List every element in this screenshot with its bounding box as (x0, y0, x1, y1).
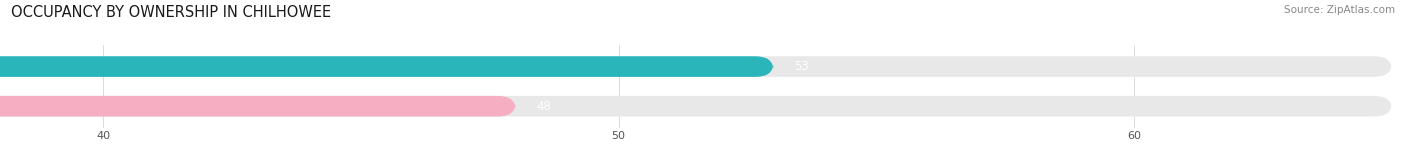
FancyBboxPatch shape (0, 96, 516, 116)
Text: Source: ZipAtlas.com: Source: ZipAtlas.com (1284, 5, 1395, 15)
FancyBboxPatch shape (0, 96, 1392, 116)
Text: 48: 48 (536, 100, 551, 113)
FancyBboxPatch shape (0, 56, 1392, 77)
FancyBboxPatch shape (0, 56, 773, 77)
Text: 53: 53 (794, 60, 808, 73)
Text: OCCUPANCY BY OWNERSHIP IN CHILHOWEE: OCCUPANCY BY OWNERSHIP IN CHILHOWEE (11, 5, 332, 20)
